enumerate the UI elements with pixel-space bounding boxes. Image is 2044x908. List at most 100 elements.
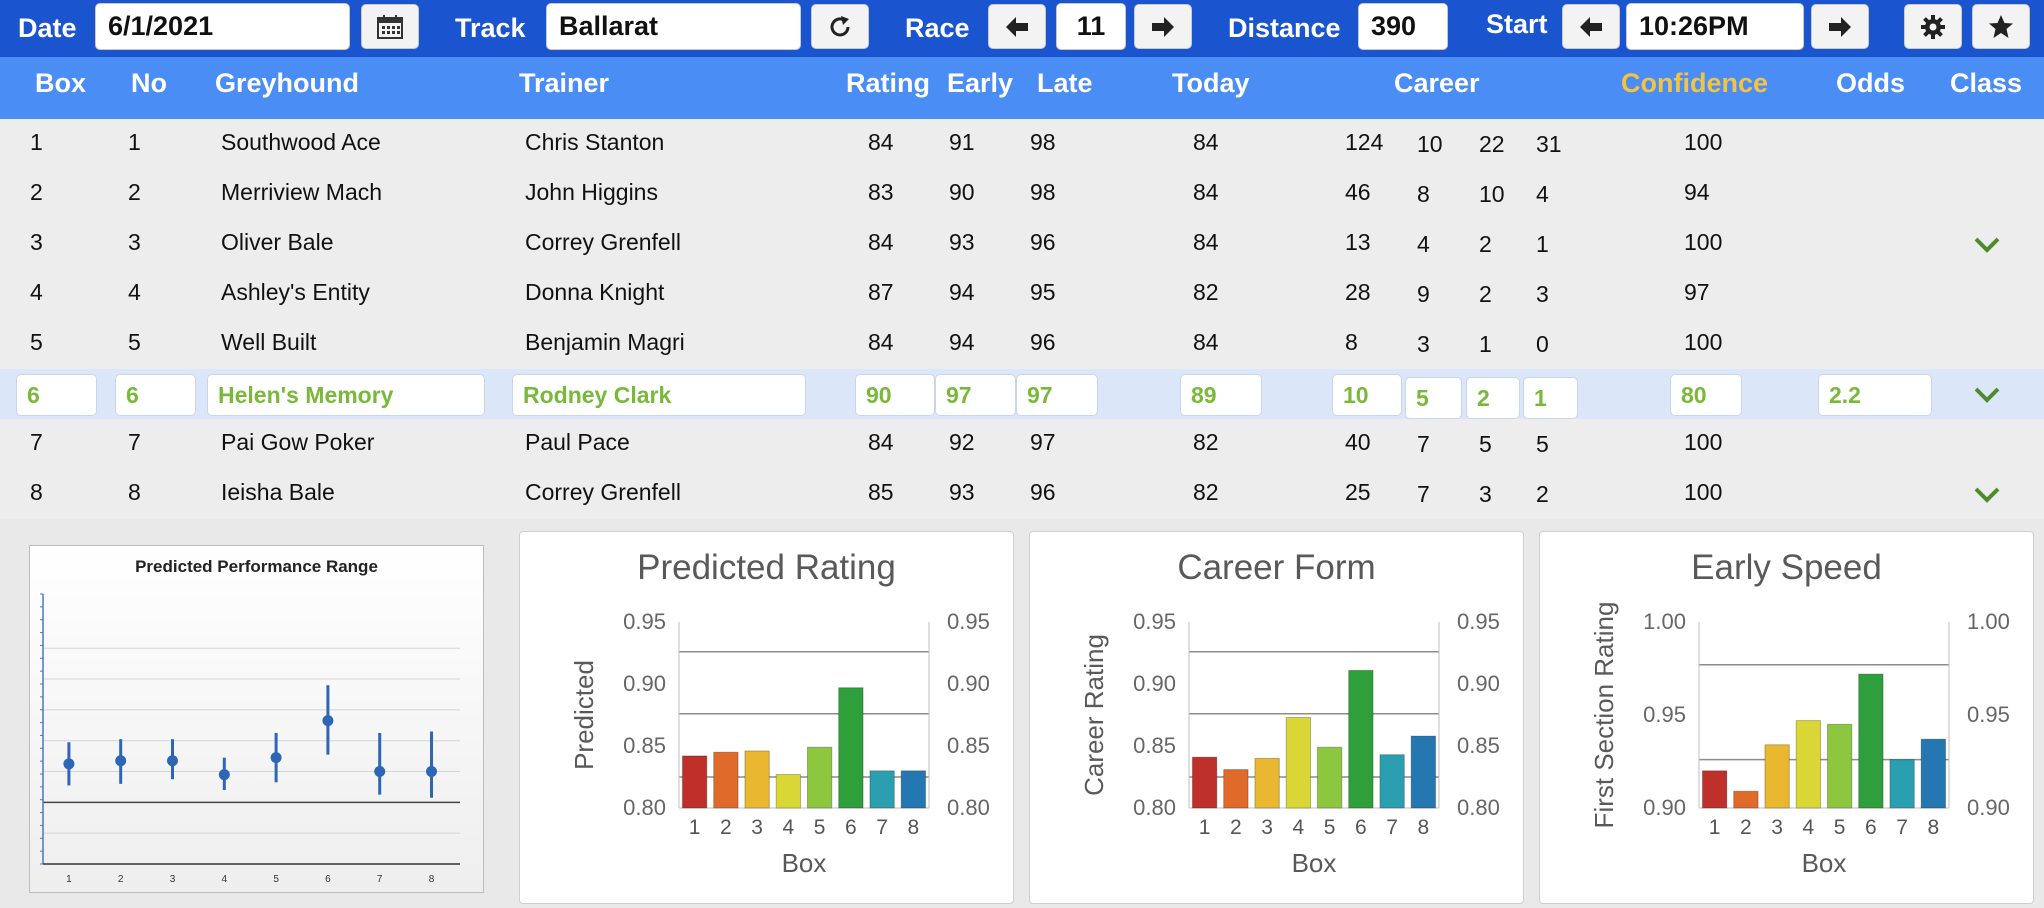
bar (1285, 716, 1312, 809)
col-rating[interactable]: Rating (846, 68, 930, 98)
table-row[interactable]: 4 4 Ashley's Entity Donna Knight 87 94 9… (0, 269, 2044, 319)
greyhound-field[interactable]: Helen's Memory (207, 374, 485, 416)
x-tick-label: 3 (1771, 816, 1783, 839)
late-cell: 97 (1030, 429, 1056, 455)
track-input[interactable]: Ballarat (546, 3, 801, 50)
bar (1316, 746, 1343, 809)
y2-tick-label: 0.95 (1457, 609, 1500, 634)
career-seconds-field[interactable]: 2 (1466, 377, 1520, 419)
toolbar: Date 6/1/2021 Track Ballarat Race 11 Dis… (0, 0, 2044, 57)
career-seconds-cell: 22 (1479, 131, 1505, 157)
rating-field[interactable]: 90 (855, 374, 935, 416)
bar (1733, 790, 1759, 809)
chevron-down-icon[interactable] (1972, 230, 2002, 260)
no-field[interactable]: 6 (115, 374, 196, 416)
col-box[interactable]: Box (35, 68, 87, 98)
race-next-button[interactable] (1134, 4, 1192, 49)
early-field[interactable]: 97 (935, 374, 1016, 416)
odds-field[interactable]: 2.2 (1818, 374, 1932, 416)
x-tick-label: 6 (1355, 816, 1367, 839)
early-cell: 91 (949, 129, 975, 155)
table-row[interactable]: 7 7 Pai Gow Poker Paul Pace 84 92 97 82 … (0, 419, 2044, 469)
x-tick-label: 1 (689, 816, 701, 839)
col-today[interactable]: Today (1172, 68, 1250, 98)
x-tick-label: 8 (908, 816, 920, 839)
race-input[interactable]: 11 (1056, 3, 1126, 50)
chevron-down-icon[interactable] (1972, 380, 2002, 410)
career-wins-cell: 3 (1417, 331, 1430, 357)
x-tick-label: 1 (66, 874, 72, 885)
today-cell: 82 (1193, 479, 1219, 505)
career-starts-field[interactable]: 10 (1332, 374, 1402, 416)
calendar-button[interactable] (361, 4, 419, 49)
y-tick-label: 0.90 (623, 671, 666, 696)
start-next-button[interactable] (1811, 4, 1869, 49)
start-time-input[interactable]: 10:26PM (1626, 3, 1804, 50)
y2-tick-label: 0.90 (1457, 671, 1500, 696)
greyhound-cell: Ashley's Entity (221, 279, 370, 305)
today-cell: 84 (1193, 129, 1219, 155)
late-field[interactable]: 97 (1016, 374, 1098, 416)
table-row[interactable]: 3 3 Oliver Bale Correy Grenfell 84 93 96… (0, 219, 2044, 269)
bar (900, 770, 927, 809)
bar (869, 770, 895, 809)
rating-cell: 87 (868, 279, 894, 305)
today-field[interactable]: 89 (1180, 374, 1262, 416)
chart-title: Predicted Performance Range (135, 557, 378, 576)
favorite-button[interactable] (1972, 4, 2030, 49)
race-prev-button[interactable] (988, 4, 1046, 49)
y2-tick-label: 0.80 (947, 795, 990, 820)
race-label: Race (905, 13, 970, 43)
col-class[interactable]: Class (1950, 68, 2023, 98)
career-thirds-field[interactable]: 1 (1523, 377, 1578, 419)
x-tick-label: 7 (377, 874, 383, 885)
x-tick-label: 4 (222, 874, 228, 885)
box-field[interactable]: 6 (16, 374, 97, 416)
col-career[interactable]: Career (1394, 68, 1480, 98)
confidence-cell: 100 (1684, 129, 1723, 155)
x-tick-label: 7 (1896, 816, 1908, 839)
career-seconds-cell: 10 (1479, 181, 1505, 207)
settings-button[interactable] (1904, 4, 1962, 49)
chart-title: Early Speed (1691, 548, 1882, 587)
x-axis-label: Box (1292, 848, 1337, 878)
table-header: Box No Greyhound Trainer Rating Early La… (0, 57, 2044, 119)
career-thirds-cell: 1 (1536, 231, 1549, 257)
arrow-left-icon (1580, 16, 1602, 37)
col-odds[interactable]: Odds (1836, 68, 1906, 98)
confidence-field[interactable]: 80 (1670, 374, 1742, 416)
col-confidence[interactable]: Confidence (1621, 68, 1769, 98)
career-form-panel: Career Form 0.80 0.80 0.85 0.85 0.90 0.90 0.95… (1029, 531, 1524, 904)
chevron-down-icon[interactable] (1972, 480, 2002, 510)
no-cell: 4 (128, 279, 141, 305)
x-tick-label: 6 (845, 816, 857, 839)
trainer-field[interactable]: Rodney Clark (512, 374, 806, 416)
col-late[interactable]: Late (1037, 68, 1093, 98)
table-body: 1 1 Southwood Ace Chris Stanton 84 91 98… (0, 119, 2044, 519)
table-row-selected[interactable]: 6 6 Helen's Memory Rodney Clark 90 97 97… (0, 369, 2044, 419)
y2-tick-label: 0.85 (1457, 733, 1500, 758)
career-wins-field[interactable]: 5 (1405, 377, 1462, 419)
col-early[interactable]: Early (947, 68, 1014, 98)
start-prev-button[interactable] (1562, 4, 1620, 49)
table-row[interactable]: 5 5 Well Built Benjamin Magri 84 94 96 8… (0, 319, 2044, 369)
career-thirds-cell: 31 (1536, 131, 1562, 157)
bar (1379, 754, 1405, 809)
y-axis-label: First Section Rating (1589, 602, 1619, 829)
y2-tick-label: 1.00 (1967, 609, 2010, 634)
refresh-button[interactable] (811, 4, 869, 49)
date-input[interactable]: 6/1/2021 (95, 3, 350, 50)
bar (1920, 738, 1947, 809)
table-row[interactable]: 1 1 Southwood Ace Chris Stanton 84 91 98… (0, 119, 2044, 169)
bar (681, 755, 708, 809)
distance-input[interactable]: 390 (1358, 3, 1448, 50)
table-row[interactable]: 8 8 Ieisha Bale Correy Grenfell 85 93 96… (0, 469, 2044, 519)
col-trainer[interactable]: Trainer (519, 68, 610, 98)
table-row[interactable]: 2 2 Merriview Mach John Higgins 83 90 98… (0, 169, 2044, 219)
col-greyhound[interactable]: Greyhound (215, 68, 360, 98)
trainer-cell: Chris Stanton (525, 129, 665, 155)
col-no[interactable]: No (131, 68, 167, 98)
x-tick-label: 2 (118, 874, 124, 885)
rating-cell: 84 (868, 329, 894, 355)
x-tick-label: 4 (783, 816, 795, 839)
